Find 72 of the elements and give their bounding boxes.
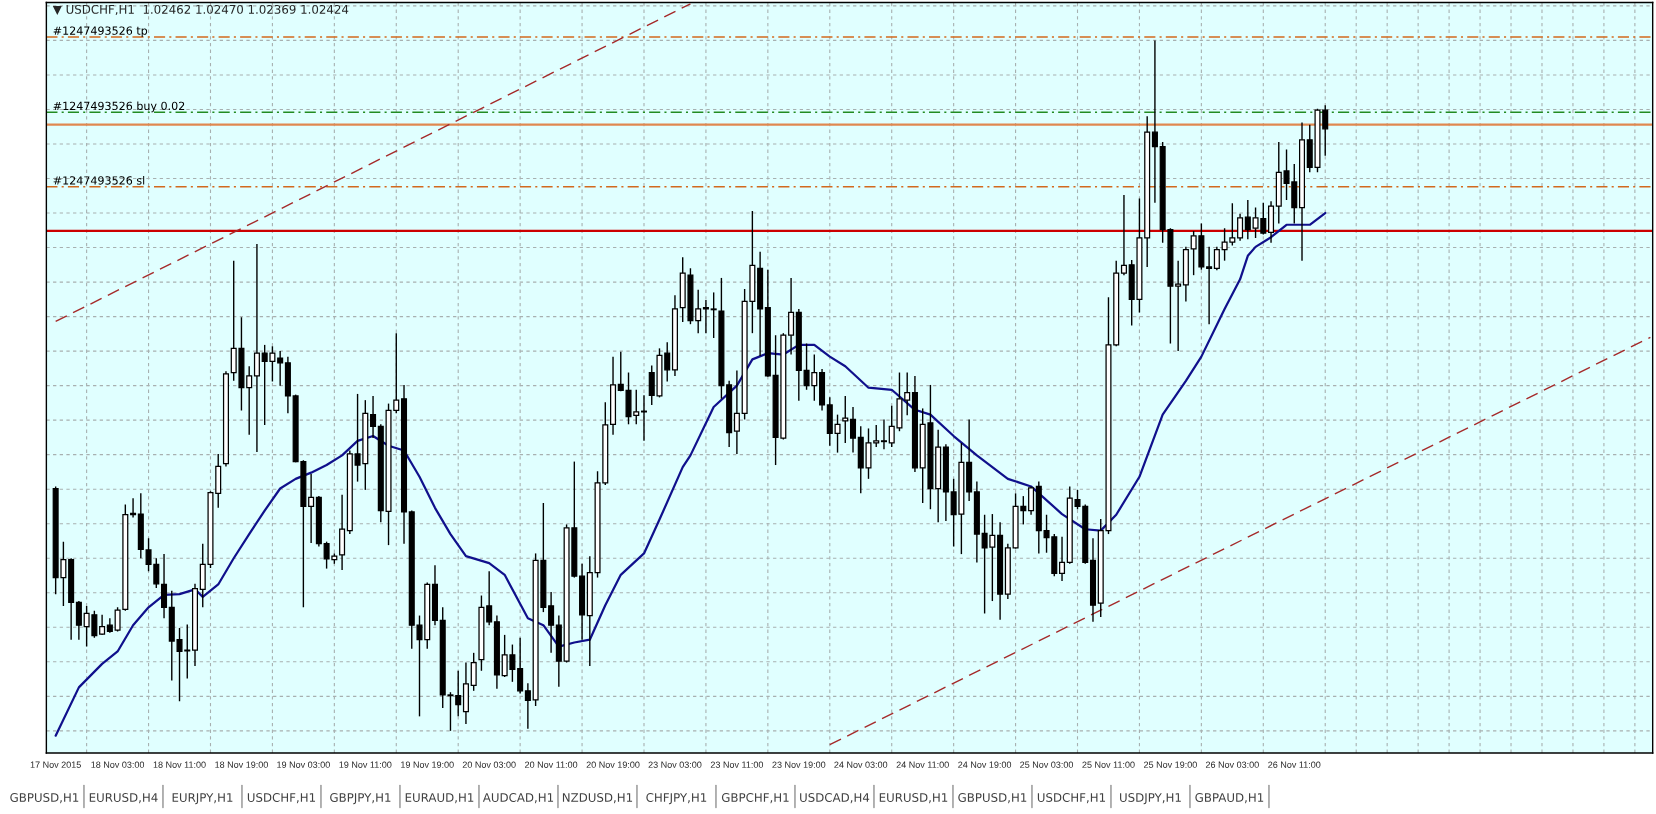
candlestick <box>710 291 717 339</box>
candlestick <box>1028 485 1035 516</box>
text: GBPUSD,H1 <box>958 793 1027 804</box>
x-tick-label: 25 Nov 19:00 <box>1144 761 1197 768</box>
x-tick-label: 19 Nov 19:00 <box>401 761 454 768</box>
text: EURJPY,H1 <box>172 793 233 805</box>
candlestick <box>75 600 82 641</box>
candlestick <box>1175 259 1182 352</box>
candlestick <box>246 365 253 436</box>
candlestick <box>849 406 857 454</box>
x-tick-label: 20 Nov 11:00 <box>525 761 578 768</box>
x-tick-label: 23 Nov 19:00 <box>772 761 826 768</box>
candlestick <box>548 591 555 654</box>
x-tick-label: 19 Nov 11:00 <box>339 761 392 768</box>
candlestick <box>788 277 795 356</box>
text: NZDUSD,H1 <box>562 793 633 804</box>
x-tick-label: 25 Nov 11:00 <box>1082 761 1135 768</box>
candlestick <box>1244 199 1251 240</box>
x-tick-label: 18 Nov 03:00 <box>91 761 145 768</box>
text: GBPCHF,H1 <box>721 793 789 804</box>
x-tick-label: 18 Nov 11:00 <box>153 761 206 768</box>
candlestick <box>517 636 524 695</box>
x-tick-label: 26 Nov 11:00 <box>1268 761 1321 768</box>
candlestick <box>1213 246 1220 272</box>
candlestick <box>695 288 702 334</box>
x-tick-label: 24 Nov 03:00 <box>834 761 888 768</box>
candlestick <box>486 570 493 626</box>
candlestick <box>842 395 849 444</box>
x-tick-label: 18 Nov 19:00 <box>215 761 268 768</box>
text: EURUSD,H1 <box>879 793 948 804</box>
candlestick <box>702 299 709 334</box>
candlestick <box>880 418 888 450</box>
candlestick <box>470 652 477 692</box>
ref-line-label: #1247493526 tp <box>53 26 148 37</box>
candlestick <box>1120 194 1127 276</box>
x-tick-label: 17 Nov 2015 <box>30 761 81 768</box>
candlestick <box>733 369 740 455</box>
text: GBPJPY,H1 <box>330 793 391 805</box>
candlestick <box>308 473 315 544</box>
x-tick-label: 19 Nov 03:00 <box>277 761 330 768</box>
candlestick <box>370 395 377 439</box>
text: USDCHF,H1 <box>1037 793 1106 804</box>
candlestick <box>277 350 284 387</box>
x-tick-label: 24 Nov 11:00 <box>896 761 949 768</box>
text: AUDCAD,H1 <box>482 793 554 804</box>
candlestick <box>1059 536 1066 582</box>
text: CHFJPY,H1 <box>646 793 707 805</box>
x-tick-label: 24 Nov 19:00 <box>958 761 1012 768</box>
text: GBPUSD,H1 <box>10 793 79 804</box>
candlestick <box>1206 246 1213 325</box>
x-tick-label: 25 Nov 03:00 <box>1020 761 1074 768</box>
x-tick-label: 20 Nov 03:00 <box>462 761 516 768</box>
text: USDCHF,H1 <box>247 793 316 804</box>
ref-line-label: #1247493526 buy 0.02 <box>53 101 185 113</box>
x-tick-label: 23 Nov 11:00 <box>710 761 764 768</box>
chart-title: ▼ USDCHF,H1 1.02462 1.02470 1.02369 1.02424 <box>52 4 349 16</box>
candlestick <box>253 243 260 453</box>
text: USDJPY,H1 <box>1120 793 1181 805</box>
x-tick-label: 20 Nov 19:00 <box>586 761 640 768</box>
candlestick <box>640 394 648 442</box>
candlestick <box>1237 213 1244 242</box>
ref-line-label: #1247493526 sl <box>53 176 145 185</box>
text: EURUSD,H4 <box>89 793 158 804</box>
candlestick <box>161 553 168 620</box>
candlestick <box>1151 39 1158 204</box>
text: EURAUD,H1 <box>405 793 474 804</box>
text: GBPAUD,H1 <box>1195 793 1264 804</box>
text: USDCAD,H4 <box>800 793 870 804</box>
candlestick <box>524 682 531 730</box>
x-tick-label: 23 Nov 03:00 <box>648 761 702 768</box>
x-tick-label: 26 Nov 03:00 <box>1205 761 1259 768</box>
candlestick <box>99 614 106 636</box>
